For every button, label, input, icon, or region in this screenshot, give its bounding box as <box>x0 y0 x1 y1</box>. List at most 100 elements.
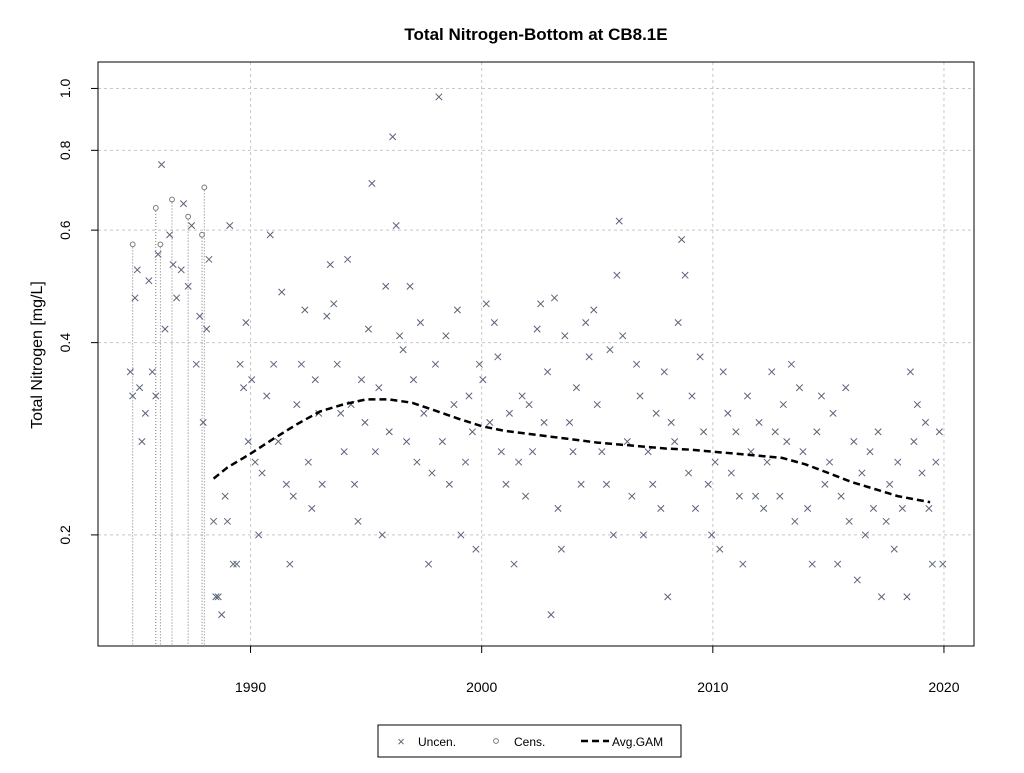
data-point <box>428 469 436 477</box>
data-point <box>420 409 428 417</box>
data-point <box>270 360 278 368</box>
data-point <box>126 368 134 376</box>
censored-point <box>152 205 159 211</box>
y-tick-label: 0.4 <box>57 333 73 353</box>
data-point <box>569 448 577 456</box>
data-point <box>166 231 174 239</box>
data-point <box>251 458 259 466</box>
data-point <box>479 376 487 384</box>
data-point <box>289 492 297 500</box>
data-point <box>585 353 593 361</box>
data-point <box>837 492 845 500</box>
data-point <box>475 360 483 368</box>
data-point <box>704 480 712 488</box>
data-point <box>590 306 598 314</box>
legend-cens-label: Cens. <box>514 735 545 749</box>
data-point <box>263 392 271 400</box>
data-point <box>609 531 617 539</box>
data-point <box>375 384 383 392</box>
data-point <box>472 545 480 553</box>
data-point <box>537 300 545 308</box>
data-point <box>184 282 192 290</box>
data-point <box>203 325 211 333</box>
data-point <box>935 428 943 436</box>
data-point <box>932 458 940 466</box>
data-point <box>218 611 226 619</box>
data-point <box>161 325 169 333</box>
data-point <box>274 438 282 446</box>
data-point <box>212 593 220 601</box>
data-point <box>613 271 621 279</box>
data-point <box>716 545 724 553</box>
data-point <box>636 392 644 400</box>
data-point <box>711 458 719 466</box>
data-point <box>505 409 513 417</box>
data-point <box>858 469 866 477</box>
data-point <box>461 458 470 466</box>
axes-layer: 1990 2000 2010 2020 0.2 0.4 0.6 0.8 1.0 <box>57 78 960 695</box>
data-point <box>221 492 229 500</box>
data-point <box>813 428 821 436</box>
data-point <box>340 448 348 456</box>
data-point <box>304 458 312 466</box>
data-point <box>406 282 414 290</box>
data-point <box>445 480 453 488</box>
data-point <box>890 545 898 553</box>
data-point <box>236 360 244 368</box>
data-point <box>779 400 787 409</box>
data-point <box>821 480 829 488</box>
data-point <box>229 560 237 568</box>
data-point <box>278 288 286 296</box>
data-point <box>323 312 331 320</box>
data-point <box>199 418 207 426</box>
data-point <box>674 319 682 327</box>
data-point <box>724 409 732 417</box>
data-point <box>145 277 153 285</box>
data-point <box>403 438 411 446</box>
data-point <box>169 261 177 269</box>
data-point <box>311 376 319 384</box>
data-point <box>301 306 309 314</box>
data-point <box>577 480 585 488</box>
data-point <box>357 376 366 384</box>
data-point <box>791 517 799 525</box>
data-point <box>882 517 890 525</box>
data-point <box>431 360 440 368</box>
data-point <box>502 480 510 488</box>
data-point <box>258 469 266 477</box>
data-point <box>861 531 869 539</box>
data-point <box>424 560 433 568</box>
data-point <box>266 231 274 239</box>
data-point <box>293 400 301 409</box>
data-point <box>490 319 498 327</box>
data-point <box>547 611 555 619</box>
data-point <box>382 282 390 290</box>
data-point <box>582 319 590 327</box>
data-point <box>133 266 141 274</box>
data-point <box>825 458 834 466</box>
data-point <box>205 255 213 263</box>
x-tick-label: 2010 <box>697 679 728 695</box>
data-point <box>525 400 533 409</box>
censored-layer <box>129 184 208 646</box>
data-point <box>136 384 144 392</box>
legend-gam-label: Avg.GAM <box>612 735 663 749</box>
data-point <box>799 448 807 456</box>
censored-point <box>199 231 205 238</box>
y-tick-label: 0.2 <box>57 525 73 545</box>
data-point <box>667 418 675 426</box>
data-point <box>210 517 218 525</box>
legend-box <box>377 724 682 758</box>
data-point <box>639 531 648 539</box>
data-point <box>233 560 241 568</box>
data-point <box>918 469 926 477</box>
data-point <box>681 271 689 279</box>
data-point <box>776 492 784 500</box>
data-point <box>497 448 505 456</box>
data-point <box>154 250 162 258</box>
data-point <box>378 531 386 539</box>
data-point <box>771 428 779 436</box>
data-point <box>416 319 424 327</box>
data-point <box>173 294 181 302</box>
data-point <box>494 353 502 361</box>
